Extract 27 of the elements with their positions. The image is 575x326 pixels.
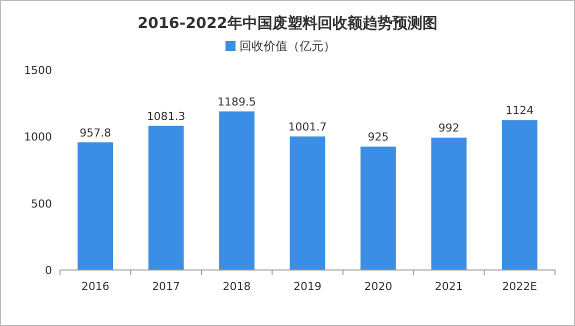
bar [219, 111, 254, 270]
x-tick-label: 2022E [502, 280, 538, 293]
y-tick-label: 1000 [24, 130, 52, 144]
data-label: 957.8 [80, 126, 112, 140]
x-tick-label: 2016 [81, 280, 110, 293]
x-tick-label: 2017 [152, 280, 180, 293]
x-tick-label: 2020 [364, 280, 392, 293]
data-label: 1124 [506, 104, 534, 118]
bar [431, 138, 467, 270]
bar [148, 126, 184, 270]
x-tick-label: 2021 [434, 280, 463, 293]
data-label: 925 [368, 130, 389, 144]
data-label: 992 [438, 122, 460, 135]
x-tick-label: 2019 [294, 280, 322, 293]
y-tick-label: 0 [45, 264, 52, 277]
bar [78, 142, 114, 270]
y-tick-label: 1500 [24, 64, 52, 77]
bar [360, 146, 396, 270]
data-label: 1001.7 [288, 120, 327, 134]
chart-title: 2016-2022年中国废塑料回收额趋势预测图 [138, 14, 438, 32]
data-label: 1189.5 [218, 95, 256, 108]
bar [502, 120, 538, 270]
x-tick-label: 2018 [222, 280, 251, 293]
data-label: 1081.3 [146, 110, 186, 123]
y-tick-label: 500 [31, 197, 52, 210]
bar [290, 136, 326, 270]
legend-label: 回收价值（亿元） [240, 39, 336, 53]
